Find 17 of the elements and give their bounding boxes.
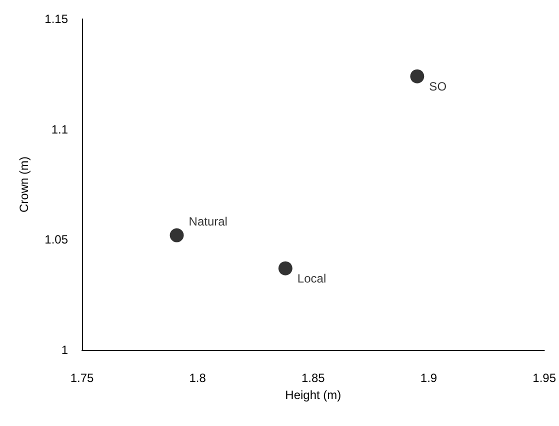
y-tick-label: 1.1 <box>51 122 68 136</box>
x-axis-title: Height (m) <box>285 388 342 402</box>
x-tick-label: 1.9 <box>420 371 438 385</box>
x-tick-label: 1.8 <box>189 371 206 385</box>
point <box>170 228 184 242</box>
point <box>278 261 292 276</box>
y-tick-label: 1.05 <box>44 232 68 247</box>
x-tick-label: 1.95 <box>532 371 556 385</box>
point <box>410 69 424 84</box>
x-tick-label: 1.75 <box>70 371 94 385</box>
x-tick-label: 1.85 <box>301 371 326 385</box>
y-tick-label: 1.15 <box>44 12 68 26</box>
series-label: Natural <box>188 214 228 228</box>
series-label: SO <box>429 79 447 94</box>
series-label: Local <box>297 271 326 286</box>
y-axis-title: Crown (m) <box>17 156 31 212</box>
y-tick-label: 1 <box>61 343 68 357</box>
